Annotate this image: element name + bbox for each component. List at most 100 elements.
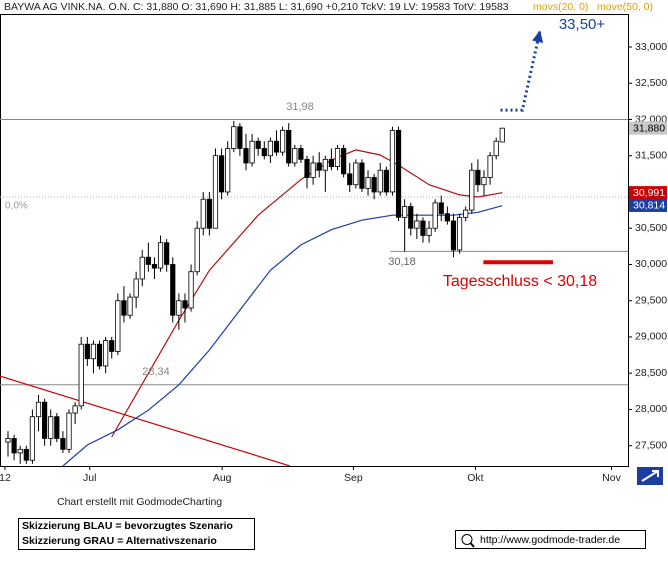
moving-average — [62, 205, 503, 466]
logo — [641, 470, 659, 482]
trendline — [0, 375, 291, 466]
candle-body — [188, 271, 194, 309]
url[interactable]: http://www.godmode-trader.de — [480, 534, 620, 546]
candle-body — [353, 162, 359, 186]
candle-body — [145, 256, 151, 265]
candle-body — [450, 220, 457, 251]
annotation: 0,0% — [5, 201, 28, 212]
notes-box — [18, 518, 255, 550]
candle-body — [438, 202, 444, 215]
annotation: 31,98 — [286, 101, 314, 113]
candle-body — [206, 198, 212, 229]
candle-body — [121, 300, 127, 316]
candle-body — [11, 438, 17, 454]
candle-body — [493, 140, 499, 157]
y-tick-label: 31,500 — [635, 150, 667, 162]
x-tick-label: Nov — [602, 472, 621, 484]
price-box — [629, 121, 667, 135]
candle-body — [17, 448, 23, 454]
candle-body — [414, 220, 420, 229]
candle-body — [463, 209, 469, 218]
candle-body — [182, 300, 188, 309]
x-tick-label: Aug — [213, 472, 232, 484]
candle-body — [90, 343, 97, 360]
candle-body — [42, 401, 48, 439]
candle-body — [35, 401, 42, 418]
candle-body — [54, 416, 60, 439]
candle-body — [395, 129, 402, 218]
candle-body — [249, 140, 255, 164]
candle-body — [176, 300, 182, 316]
axes: 27,500 28,000 28,500 29,000 29,500 30,000 30,5… — [0, 41, 667, 484]
candle-body — [365, 177, 371, 189]
url-icon — [461, 534, 473, 545]
candle-body — [377, 169, 383, 193]
y-tick-label: 32,500 — [635, 77, 667, 89]
annotation: 30,18 — [388, 256, 416, 268]
candle-body — [475, 169, 481, 186]
y-tick-label: 27,500 — [635, 439, 667, 451]
candle-body — [426, 227, 432, 236]
candle-body — [334, 148, 341, 167]
candle-body — [310, 162, 316, 178]
legend-entry: movs(20, 0) — [533, 1, 588, 13]
price-box — [629, 198, 667, 212]
candle-body — [341, 148, 347, 175]
candle-body — [304, 158, 310, 178]
y-tick-label: 30,500 — [635, 222, 667, 234]
candle-body — [78, 343, 84, 407]
candle-body — [200, 198, 206, 229]
credit: Chart erstellt mit GodmodeCharting — [57, 496, 222, 508]
y-tick-label: 29,000 — [635, 331, 667, 343]
candle-body — [267, 140, 273, 157]
candle-body — [359, 162, 365, 189]
candle-body — [298, 148, 304, 160]
plot-area — [0, 29, 628, 466]
candle-body — [243, 148, 249, 164]
price-box-label: 31,880 — [633, 122, 665, 134]
candle-body — [389, 129, 396, 193]
candle-body — [420, 220, 426, 236]
price-box-label: 30,814 — [633, 200, 665, 212]
plot-frame — [0, 14, 629, 467]
candle-body — [60, 438, 66, 450]
y-tick-label: 33,000 — [635, 41, 667, 53]
candle-body — [218, 155, 225, 193]
x-tick-label: Jul — [83, 472, 96, 484]
candle-body — [127, 296, 133, 316]
annotation: Tagesschluss < 30,18 — [443, 273, 597, 290]
candle-body — [5, 438, 11, 443]
candle-body — [316, 162, 322, 171]
candle-body — [157, 242, 164, 269]
candle-body — [103, 340, 109, 367]
price-box-label: 30,991 — [633, 187, 665, 199]
candle-body — [133, 278, 139, 298]
candle-body — [115, 300, 121, 352]
y-tick-label: 28,000 — [635, 403, 667, 415]
url-icon — [469, 542, 475, 548]
candle-body — [328, 158, 335, 167]
candle-body — [139, 256, 145, 280]
candle-body — [469, 169, 475, 211]
url-box — [455, 530, 646, 549]
candle-body — [151, 264, 158, 269]
candle-body — [499, 127, 505, 143]
candle-body — [231, 126, 237, 149]
candle-body — [347, 173, 353, 186]
candle-body — [481, 177, 487, 186]
candle-body — [402, 206, 408, 218]
annotation: 28,34 — [142, 366, 170, 378]
candle-body — [109, 340, 115, 352]
candle-body — [84, 343, 90, 360]
candle-body — [456, 216, 463, 251]
candle-body — [170, 264, 176, 316]
candle-body — [225, 148, 231, 193]
candle-body — [212, 155, 219, 229]
x-tick-label: Okt — [467, 472, 483, 484]
candle-body — [72, 405, 78, 414]
arrow-head — [532, 30, 544, 43]
candle-body — [164, 242, 170, 265]
x-tick-label: Sep — [344, 472, 363, 484]
candle-body — [273, 140, 280, 153]
